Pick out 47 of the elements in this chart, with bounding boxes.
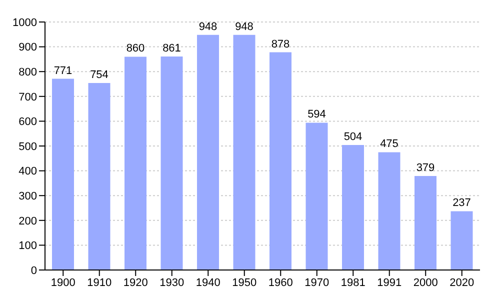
data-label: 754 bbox=[90, 69, 108, 82]
data-label: 379 bbox=[416, 162, 435, 174]
x-tick-label: 1950 bbox=[232, 276, 257, 289]
y-tick-label: 500 bbox=[18, 140, 37, 153]
x-tick-label: 2020 bbox=[450, 276, 474, 289]
data-label: 594 bbox=[308, 108, 326, 121]
data-label: 237 bbox=[452, 197, 471, 210]
bar bbox=[270, 52, 292, 270]
x-tick-label: 1920 bbox=[123, 276, 148, 289]
data-label: 771 bbox=[54, 64, 72, 77]
x-tick-label: 1930 bbox=[160, 276, 184, 289]
bar bbox=[342, 145, 364, 270]
y-tick-label: 400 bbox=[18, 166, 37, 178]
y-tick-label: 900 bbox=[18, 42, 37, 54]
x-tick-label: 1970 bbox=[304, 276, 330, 289]
bar bbox=[124, 56, 146, 270]
y-tick-label: 1000 bbox=[12, 16, 37, 29]
bar bbox=[378, 152, 400, 270]
bar bbox=[233, 34, 256, 270]
x-tick-label: 1900 bbox=[50, 276, 76, 289]
bar bbox=[52, 78, 74, 270]
y-tick-label: 800 bbox=[18, 66, 37, 79]
data-label: 475 bbox=[380, 138, 398, 150]
x-tick-label: 1940 bbox=[196, 276, 220, 289]
bar bbox=[306, 122, 328, 270]
data-label: 948 bbox=[198, 20, 218, 33]
data-label: 861 bbox=[162, 42, 181, 54]
x-tick-label: 1981 bbox=[340, 276, 366, 289]
y-tick-label: 200 bbox=[18, 215, 37, 228]
y-tick-label: 300 bbox=[18, 190, 37, 203]
data-label: 504 bbox=[344, 131, 362, 144]
y-tick-label: 600 bbox=[18, 116, 37, 128]
data-label: 948 bbox=[235, 20, 254, 33]
x-tick-label: 1960 bbox=[268, 276, 293, 289]
bar bbox=[160, 56, 183, 270]
x-tick-label: 1910 bbox=[87, 276, 112, 289]
x-tick-label: 2000 bbox=[413, 276, 438, 289]
data-label: 878 bbox=[271, 38, 290, 50]
x-tick-label: 1991 bbox=[377, 276, 402, 289]
y-tick-label: 0 bbox=[30, 264, 37, 277]
bar bbox=[414, 176, 436, 270]
y-tick-label: 700 bbox=[18, 91, 37, 104]
bar bbox=[450, 211, 473, 270]
bar bbox=[88, 83, 110, 270]
y-tick-label: 100 bbox=[18, 240, 37, 252]
bar bbox=[197, 34, 219, 270]
data-label: 860 bbox=[126, 42, 145, 55]
